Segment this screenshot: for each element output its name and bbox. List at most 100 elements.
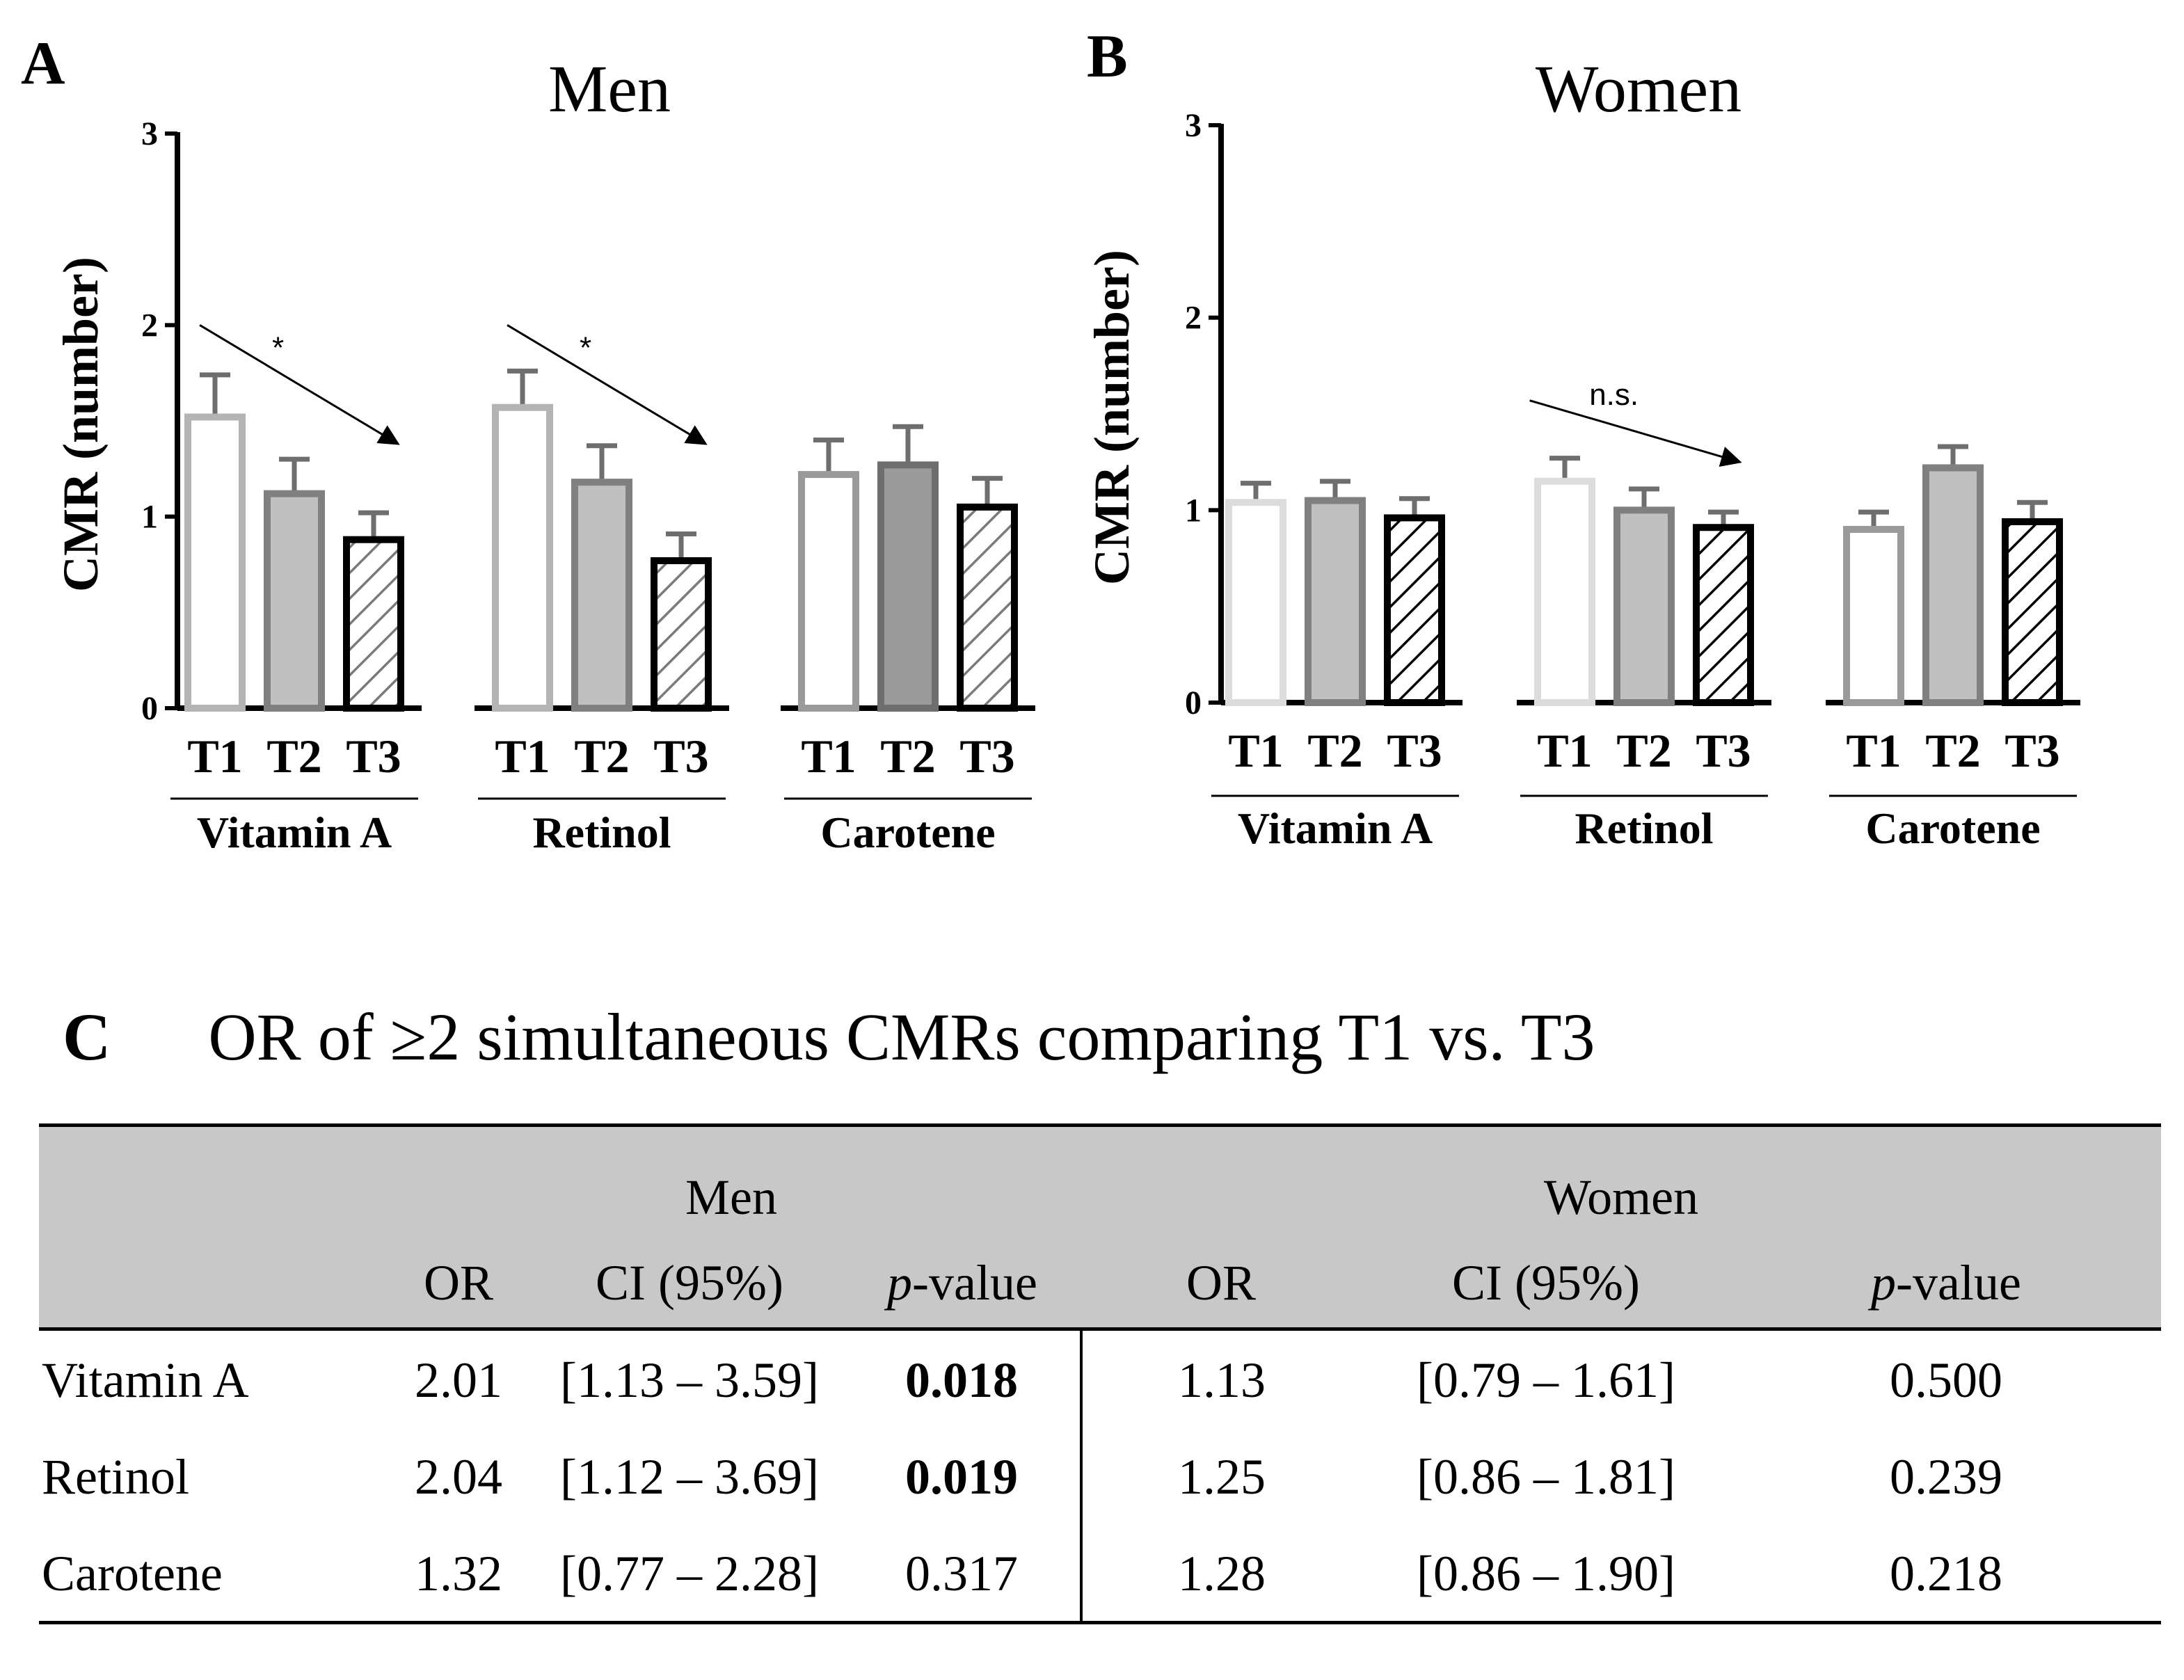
- header-women-or: OR: [1186, 1255, 1257, 1311]
- table-row: Carotene 1.32 [0.77 – 2.28] 0.317 1.28 […: [39, 1524, 2161, 1623]
- x-category-label: T1: [1537, 724, 1592, 777]
- bar: [1534, 477, 1595, 706]
- y-tick-label: 0: [141, 690, 158, 727]
- men-or: 1.32: [415, 1546, 502, 1601]
- panel-c-letter: C: [63, 1000, 111, 1074]
- y-tick-label: 3: [1185, 107, 1202, 144]
- bar: [264, 490, 325, 712]
- bar: [1922, 464, 1984, 706]
- women-ci: [0.79 – 1.61]: [1417, 1352, 1675, 1408]
- x-category-label: T1: [187, 730, 242, 783]
- p-suffix: -value: [1896, 1255, 2021, 1311]
- group-label: Retinol: [1575, 803, 1713, 853]
- panel-c-title-text: OR of ≥2 simultaneous CMRs comparing T1 …: [208, 1000, 1595, 1074]
- x-category-label: T3: [1387, 724, 1442, 777]
- table-row: Vitamin A 2.01 [1.13 – 3.59] 0.018 1.13 …: [39, 1329, 2161, 1427]
- women-or: 1.13: [1178, 1352, 1266, 1408]
- y-tick-label: 0: [1185, 685, 1202, 721]
- bar: [571, 479, 632, 712]
- trend-arrow: [199, 324, 400, 445]
- bar: [343, 536, 404, 712]
- x-category-label: T3: [653, 730, 708, 783]
- bar: [651, 557, 712, 712]
- x-category-label: T2: [1307, 724, 1362, 777]
- x-category-label: T2: [1925, 724, 1980, 777]
- men-or: 2.01: [415, 1352, 502, 1408]
- group-label: Vitamin A: [1238, 803, 1433, 853]
- p-italic: p: [1871, 1255, 1897, 1311]
- x-category-label: T1: [801, 730, 856, 783]
- women-or: 1.25: [1178, 1449, 1266, 1505]
- row-name: Retinol: [42, 1449, 189, 1505]
- women-ci: [0.86 – 1.81]: [1417, 1449, 1675, 1505]
- trend-label: *: [580, 331, 591, 365]
- y-tick-label: 1: [141, 499, 158, 536]
- header-women-ci: CI (95%): [1452, 1255, 1640, 1311]
- panel-c-title: C OR of ≥2 simultaneous CMRs comparing T1…: [63, 998, 1595, 1075]
- x-category-label: T2: [880, 730, 935, 783]
- row-name: Vitamin A: [42, 1352, 249, 1408]
- header-men-or: OR: [423, 1255, 494, 1311]
- bar: [877, 461, 939, 712]
- men-ci: [0.77 – 2.28]: [560, 1546, 819, 1601]
- table-body: Vitamin A 2.01 [1.13 – 3.59] 0.018 1.13 …: [39, 1329, 2161, 1623]
- women-ci: [0.86 – 1.90]: [1417, 1546, 1675, 1601]
- header-men-ci: CI (95%): [596, 1255, 783, 1311]
- x-category-label: T2: [574, 730, 629, 783]
- x-category-label: T3: [2004, 724, 2059, 777]
- x-category-label: T2: [1616, 724, 1671, 777]
- header-blank: [39, 1126, 381, 1241]
- charts-figure: A Men CMR (number) 0 1 2 3 T1 T2 T3 Vitamin A * T…: [21, 23, 2080, 857]
- women-or: 1.28: [1178, 1546, 1266, 1601]
- trend-label: *: [272, 331, 284, 365]
- x-category-label: T1: [1228, 724, 1283, 777]
- p-suffix: -value: [912, 1255, 1037, 1311]
- or-table: Men Women OR CI (95%) p-value OR CI (95%…: [39, 1123, 2161, 1624]
- sex-header-row: Men Women: [39, 1125, 2161, 1241]
- group-label: Carotene: [820, 808, 995, 857]
- group-label: Carotene: [1865, 803, 2040, 853]
- women-p: 0.239: [1890, 1449, 2002, 1505]
- y-tick-label: 1: [1185, 492, 1202, 529]
- women-p: 0.218: [1890, 1546, 2002, 1601]
- bar: [184, 413, 246, 712]
- men-p: 0.018: [843, 1329, 1083, 1427]
- x-category-label: T1: [495, 730, 550, 783]
- table-row: Retinol 2.04 [1.12 – 3.69] 0.019 1.25 [0…: [39, 1427, 2161, 1524]
- group-label: Retinol: [532, 808, 671, 857]
- panel-a-plot: 0 1 2 3 T1 T2 T3 Vitamin A * T1 T2 T3 Retinol * T1 T2 T3…: [141, 115, 1035, 857]
- bar: [957, 503, 1018, 712]
- men-p: 0.019: [843, 1427, 1083, 1524]
- bar: [1305, 497, 1366, 706]
- panel-a-y-axis-label: CMR (number): [53, 257, 109, 592]
- header-men: Men: [685, 1169, 777, 1225]
- x-category-label: T3: [1696, 724, 1751, 777]
- p-italic: p: [887, 1255, 913, 1311]
- men-ci: [1.12 – 3.69]: [560, 1449, 819, 1505]
- header-blank-2: [39, 1240, 381, 1329]
- panel-b-title: Women: [1536, 51, 1741, 126]
- bar: [1843, 526, 1904, 706]
- panel-a-chart: A Men CMR (number) 0 1 2 3 T1 T2 T3 Vitamin A * T…: [21, 30, 1035, 857]
- odds-ratio-table: Men Women OR CI (95%) p-value OR CI (95%…: [39, 1123, 2161, 1624]
- women-p: 0.500: [1890, 1352, 2002, 1408]
- bar: [1384, 514, 1445, 707]
- column-header-row: OR CI (95%) p-value OR CI (95%) p-value: [39, 1240, 2161, 1329]
- bar: [798, 471, 859, 712]
- header-men-p: p-value: [843, 1240, 1081, 1329]
- panel-b-plot: 0 1 2 3 T1 T2 T3 Vitamin A T1 T2 T3 Retinol n.s. T1 T2…: [1185, 107, 2080, 853]
- bar: [1225, 499, 1286, 706]
- panel-a-title: Men: [548, 51, 671, 126]
- group-label: Vitamin A: [197, 808, 392, 857]
- y-tick-label: 2: [1185, 300, 1202, 337]
- x-category-label: T2: [266, 730, 321, 783]
- bar: [1613, 506, 1675, 706]
- panel-b-chart: B Women CMR (number) 0 1 2 3 T1 T2 T3 Vitamin A…: [1084, 23, 2080, 853]
- panel-b-y-axis-label: CMR (number): [1084, 250, 1140, 585]
- trend-arrow: [1529, 399, 1742, 467]
- bar: [1693, 524, 1754, 706]
- row-name: Carotene: [42, 1546, 223, 1601]
- y-tick-label: 3: [141, 115, 158, 152]
- y-tick-label: 2: [141, 307, 158, 344]
- x-category-label: T3: [346, 730, 401, 783]
